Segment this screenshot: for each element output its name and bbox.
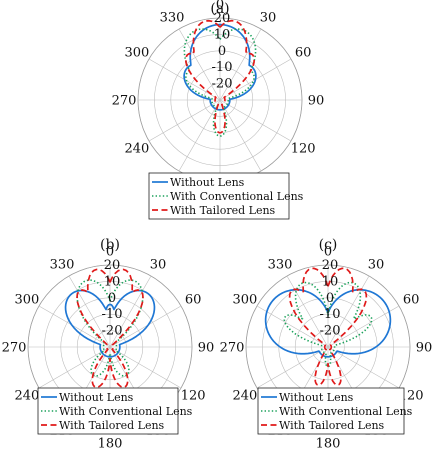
angle-tick-label: 300 (124, 46, 149, 61)
series-line-tailored (76, 268, 144, 389)
radial-tick-label: 0 (326, 291, 334, 306)
radial-tick-label: -20 (212, 77, 233, 92)
grid-spoke (256, 305, 329, 348)
grid-spoke (148, 99, 221, 142)
series-line-conventional (283, 281, 373, 368)
angle-tick-label: 60 (295, 46, 312, 61)
grid-spoke (68, 275, 111, 348)
legend-entry-label: Without Lens (279, 391, 354, 404)
angle-tick-label: 60 (185, 293, 202, 308)
radial-tick-label: 10 (322, 274, 339, 289)
angle-tick-label: 90 (416, 341, 433, 356)
radial-tick-label: 0 (108, 291, 116, 306)
grid-spoke (38, 346, 111, 389)
panel-label: (c) (319, 237, 338, 253)
legend-entry-label: With Tailored Lens (170, 204, 276, 217)
angle-tick-label: 0 (216, 0, 224, 13)
radial-tick-label: -10 (320, 307, 341, 322)
polar-panel-3: 20100-10-2003060901201501802102402703003… (220, 237, 433, 450)
angle-tick-label: 180 (316, 437, 341, 450)
angle-tick-label: 30 (150, 257, 167, 272)
angle-tick-label: 30 (368, 257, 385, 272)
legend-entry-label: With Conventional Lens (170, 190, 304, 203)
series-line-without (183, 23, 257, 111)
angle-tick-label: 90 (198, 341, 215, 356)
angle-tick-label: 120 (399, 389, 424, 404)
series-line-tailored (184, 19, 256, 134)
angle-tick-label: 90 (308, 94, 325, 109)
radial-tick-label: -20 (320, 324, 341, 339)
radial-tick-label: 10 (104, 274, 121, 289)
grid-spoke (109, 346, 182, 389)
legend-entry-label: Without Lens (59, 391, 134, 404)
legend-box (148, 172, 290, 220)
grid-spoke (109, 305, 182, 348)
angle-tick-label: 300 (14, 293, 39, 308)
grid-spoke (256, 346, 329, 389)
grid-spoke (178, 99, 221, 172)
angle-tick-label: 330 (50, 257, 75, 272)
angle-tick-label: 330 (160, 10, 185, 25)
legend-box (37, 387, 179, 435)
radial-tick-label: -10 (212, 60, 233, 75)
angle-tick-label: 120 (181, 389, 206, 404)
legend-entry-label: With Tailored Lens (59, 419, 165, 432)
series-line-without (264, 288, 392, 358)
angle-tick-label: 270 (220, 341, 245, 356)
panel-label: (a) (210, 1, 229, 17)
legend-entry-label: Without Lens (170, 176, 245, 189)
grid-spoke (219, 99, 262, 172)
grid-spoke (219, 99, 292, 142)
grid-spoke (109, 275, 152, 348)
grid-spoke (327, 275, 370, 348)
radial-tick-label: 10 (214, 27, 231, 42)
angle-tick-label: 270 (112, 94, 137, 109)
legend-entry-label: With Conventional Lens (279, 405, 413, 418)
angle-tick-label: 0 (106, 245, 114, 260)
radial-tick-label: 0 (218, 44, 226, 59)
series-line-tailored (288, 267, 368, 386)
polar-panel-1: 20100-10-2003060901201501802102402703003… (112, 0, 325, 220)
radial-tick-label: 20 (214, 11, 231, 26)
grid-spoke (327, 346, 400, 389)
angle-tick-label: 240 (14, 389, 39, 404)
angle-tick-label: 240 (232, 389, 257, 404)
angle-tick-label: 300 (232, 293, 257, 308)
angle-tick-label: 120 (291, 142, 316, 157)
legend-entry-label: With Conventional Lens (59, 405, 193, 418)
angle-tick-label: 30 (260, 10, 277, 25)
grid-spoke (219, 28, 262, 101)
angle-tick-label: 180 (98, 437, 123, 450)
polar-panel-2: 20100-10-2003060901201501802102402703003… (2, 237, 215, 450)
series-line-conventional (183, 28, 257, 137)
radial-tick-label: -20 (102, 324, 123, 339)
radial-tick-label: -10 (102, 307, 123, 322)
radial-tick-label: 20 (104, 258, 121, 273)
angle-tick-label: 270 (2, 341, 27, 356)
legend-entry-label: With Tailored Lens (279, 419, 385, 432)
angle-tick-label: 330 (268, 257, 293, 272)
panel-label: (b) (100, 237, 120, 253)
series-line-without (64, 289, 156, 358)
grid-spoke (286, 275, 329, 348)
angle-tick-label: 0 (324, 245, 332, 260)
legend-box (257, 387, 405, 435)
angle-tick-label: 60 (403, 293, 420, 308)
grid-spoke (327, 305, 400, 348)
angle-tick-label: 240 (124, 142, 149, 157)
grid-spoke (38, 305, 111, 348)
radial-tick-label: 20 (322, 258, 339, 273)
